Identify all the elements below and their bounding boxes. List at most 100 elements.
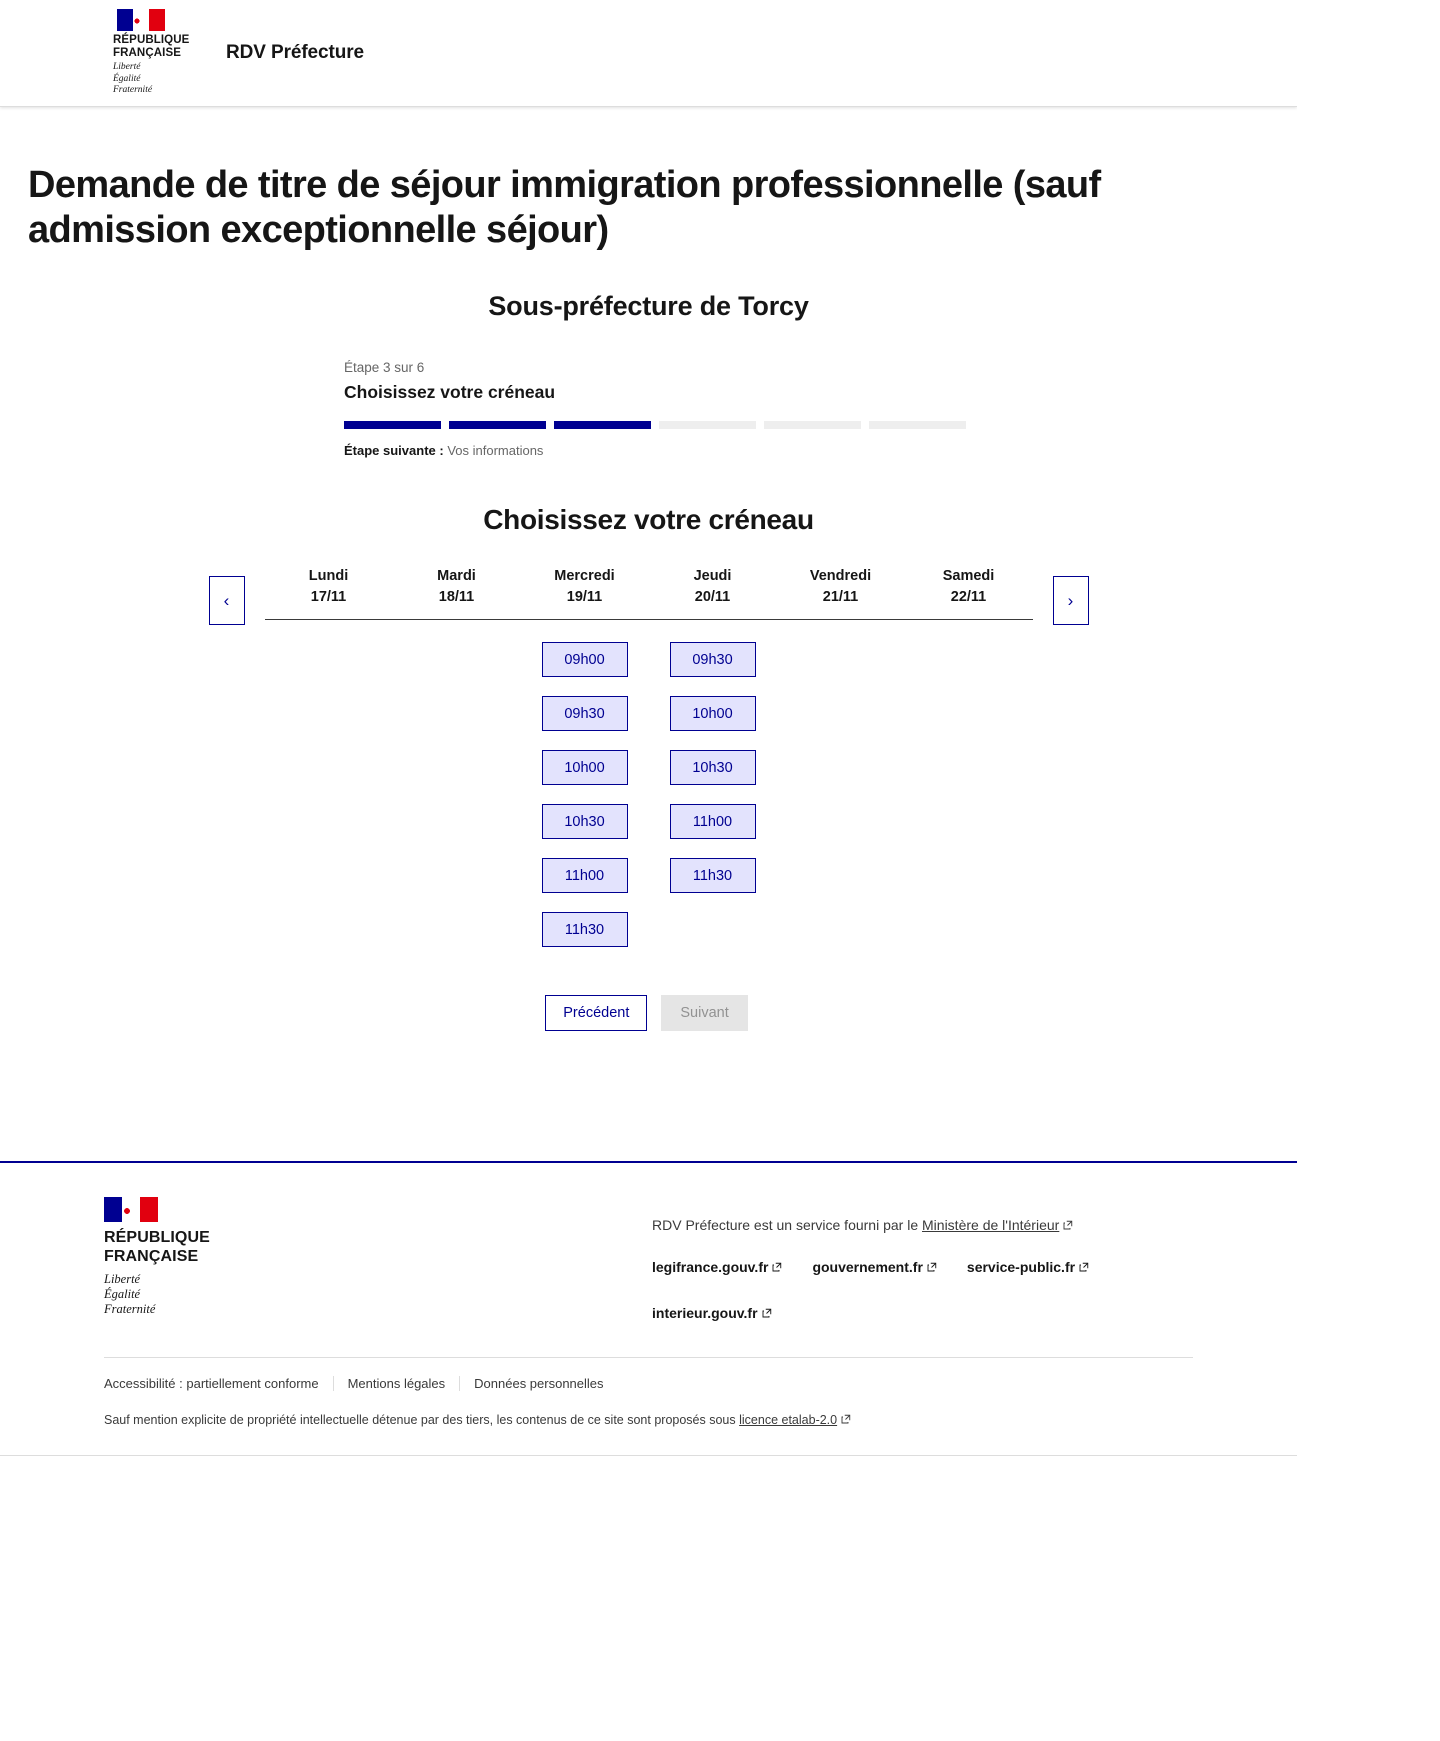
previous-step-button[interactable]: Précédent <box>545 995 648 1031</box>
page-root: RÉPUBLIQUE FRANÇAISE Liberté Égalité Fra… <box>0 9 1297 1456</box>
service-title[interactable]: RDV Préfecture <box>226 42 364 63</box>
step-bar-1 <box>344 421 441 429</box>
previous-week-button[interactable]: ‹ <box>208 576 245 625</box>
footer-bottom-link-2[interactable]: Données personnelles <box>474 1376 604 1391</box>
footer-logo-block: RÉPUBLIQUE FRANÇAISE Liberté Égalité Fra… <box>104 1197 652 1321</box>
footer-legal-notice: Sauf mention explicite de propriété inte… <box>104 1413 1193 1427</box>
step-next-label: Étape suivante : <box>344 443 444 458</box>
form-navigation: Précédent Suivant <box>28 995 1269 1031</box>
next-week-button[interactable]: › <box>1052 576 1089 625</box>
day-column-mardi: Mardi 18/11 <box>392 566 521 947</box>
republic-line-2: FRANÇAISE <box>113 46 181 59</box>
republique-francaise-logo: RÉPUBLIQUE FRANÇAISE Liberté Égalité Fra… <box>104 9 202 97</box>
external-link-icon <box>772 1262 782 1272</box>
next-step-button[interactable]: Suivant <box>661 995 748 1031</box>
footer-link-legifrance-gouv-fr[interactable]: legifrance.gouv.fr <box>652 1259 782 1275</box>
time-slot-button[interactable]: 10h00 <box>669 696 756 731</box>
day-date: 21/11 <box>822 589 859 605</box>
step-bar-4 <box>659 421 756 429</box>
day-column-lundi: Lundi 17/11 <box>264 566 393 947</box>
step-next-info: Étape suivante : Vos informations <box>344 443 961 458</box>
time-slot-button[interactable]: 10h30 <box>669 750 756 785</box>
slot-picker-heading: Choisissez votre créneau <box>483 504 814 535</box>
day-name: Samedi <box>942 568 995 584</box>
day-name: Jeudi <box>693 568 732 584</box>
etalab-licence-label: licence etalab-2.0 <box>739 1413 838 1427</box>
french-flag-icon <box>104 1197 158 1222</box>
calendar: ‹ Lundi 17/11 Mardi 18/11 Mercredi 19/11 09h00… <box>28 566 1269 947</box>
footer-right: RDV Préfecture est un service fourni par… <box>652 1197 1193 1321</box>
ministere-interieur-label: Ministère de l'Intérieur <box>922 1217 1060 1233</box>
footer-link-label: interieur.gouv.fr <box>652 1305 758 1321</box>
step-current-title: Choisissez votre créneau <box>344 382 556 402</box>
day-column-jeudi: Jeudi 20/11 09h30 10h00 10h30 11h00 11h30 <box>648 566 777 947</box>
external-link-icon <box>1079 1262 1089 1272</box>
footer-link-label: gouvernement.fr <box>812 1259 923 1275</box>
footer-bottom-links: Accessibilité : partiellement conforme Me… <box>104 1376 1193 1391</box>
organisation-title: Sous-préfecture de Torcy <box>488 291 809 321</box>
step-next-value: Vos informations <box>447 443 544 458</box>
footer-republic-line-2: FRANÇAISE <box>104 1247 199 1265</box>
day-name: Mercredi <box>554 568 615 584</box>
devise-fraternite: Fraternité <box>113 85 153 96</box>
external-link-icon <box>927 1262 937 1272</box>
chevron-left-icon: ‹ <box>223 591 230 610</box>
day-date: 22/11 <box>950 589 987 605</box>
day-name: Mardi <box>437 568 476 584</box>
site-footer: RÉPUBLIQUE FRANÇAISE Liberté Égalité Fra… <box>0 1161 1297 1455</box>
day-slot-list: 09h00 09h30 10h00 10h30 11h00 11h30 <box>521 642 649 947</box>
time-slot-button[interactable]: 09h30 <box>541 696 628 731</box>
stepper: Étape 3 sur 6 Choisissez votre créneau É… <box>336 360 966 458</box>
day-column-samedi: Samedi 22/11 <box>904 566 1033 947</box>
chevron-right-icon: › <box>1067 591 1074 610</box>
day-date: 18/11 <box>438 589 475 605</box>
step-count-label: Étape 3 sur 6 <box>344 360 425 375</box>
day-header: Mercredi 19/11 <box>520 566 649 620</box>
step-bar-5 <box>764 421 861 429</box>
step-bar-6 <box>869 421 966 429</box>
day-header: Mardi 18/11 <box>392 566 521 620</box>
time-slot-button[interactable]: 11h30 <box>669 858 756 893</box>
step-progress-bar <box>344 421 966 429</box>
footer-legal-text: Sauf mention explicite de propriété inte… <box>104 1413 736 1427</box>
etalab-licence-link[interactable]: licence etalab-2.0 <box>739 1413 837 1427</box>
brand-block[interactable]: RÉPUBLIQUE FRANÇAISE Liberté Égalité Fra… <box>104 9 364 97</box>
footer-link-interieur-gouv-fr[interactable]: interieur.gouv.fr <box>652 1305 772 1321</box>
day-name: Vendredi <box>809 568 872 584</box>
day-name: Lundi <box>308 568 349 584</box>
external-link-icon <box>1063 1220 1073 1230</box>
footer-devise: Liberté Égalité Fraternité <box>104 1272 652 1317</box>
day-header: Samedi 22/11 <box>904 566 1033 620</box>
footer-top: RÉPUBLIQUE FRANÇAISE Liberté Égalité Fra… <box>104 1163 1193 1357</box>
footer-bottom: Accessibilité : partiellement conforme Me… <box>104 1357 1193 1455</box>
republic-line-1: RÉPUBLIQUE <box>113 34 190 47</box>
time-slot-button[interactable]: 11h30 <box>541 912 628 947</box>
footer-bottom-link-0[interactable]: Accessibilité : partiellement conforme <box>104 1376 334 1391</box>
footer-republic-line-1: RÉPUBLIQUE <box>104 1229 210 1246</box>
time-slot-button[interactable]: 09h00 <box>541 642 628 677</box>
time-slot-button[interactable]: 09h30 <box>669 642 756 677</box>
day-column-vendredi: Vendredi 21/11 <box>776 566 905 947</box>
time-slot-button[interactable]: 11h00 <box>541 858 628 893</box>
step-bar-2 <box>449 421 546 429</box>
footer-link-service-public-fr[interactable]: service-public.fr <box>967 1259 1089 1275</box>
footer-devise-egalite: Égalité <box>104 1287 141 1301</box>
page-end-divider <box>0 1455 1297 1456</box>
time-slot-button[interactable]: 10h00 <box>541 750 628 785</box>
footer-devise-liberte: Liberté <box>104 1272 141 1286</box>
slot-picker: Choisissez votre créneau ‹ Lundi 17/11 Mar… <box>28 504 1269 1031</box>
time-slot-button[interactable]: 11h00 <box>669 804 756 839</box>
day-header: Jeudi 20/11 <box>648 566 777 620</box>
footer-bottom-link-1[interactable]: Mentions légales <box>334 1376 461 1391</box>
footer-description: RDV Préfecture est un service fourni par… <box>652 1217 1193 1233</box>
footer-link-label: service-public.fr <box>966 1259 1076 1275</box>
external-link-icon <box>762 1308 772 1318</box>
french-flag-icon <box>117 9 165 32</box>
time-slot-button[interactable]: 10h30 <box>541 804 628 839</box>
day-date: 20/11 <box>694 589 731 605</box>
footer-link-gouvernement-fr[interactable]: gouvernement.fr <box>812 1259 937 1275</box>
day-slot-list: 09h30 10h00 10h30 11h00 11h30 <box>649 642 777 893</box>
page-title: Demande de titre de séjour immigration p… <box>28 164 1101 251</box>
republic-name: RÉPUBLIQUE FRANÇAISE <box>113 34 202 59</box>
ministere-interieur-link[interactable]: Ministère de l'Intérieur <box>922 1217 1059 1233</box>
